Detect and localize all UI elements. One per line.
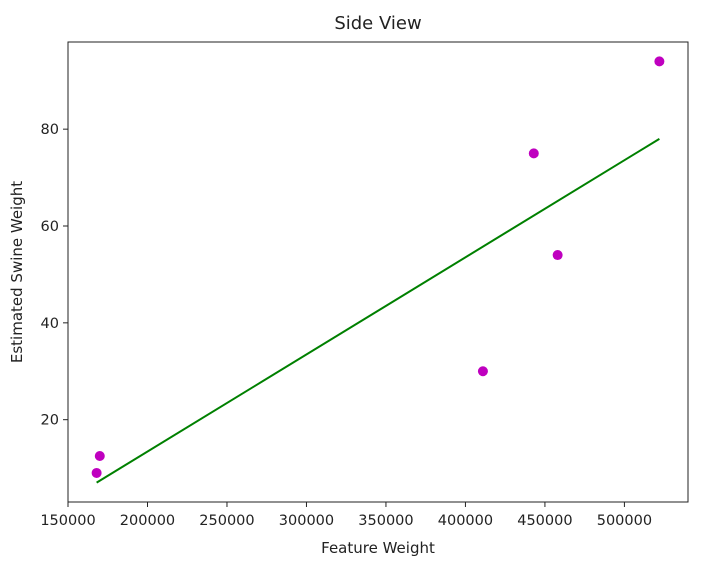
y-tick-label: 60: [41, 219, 59, 235]
data-point: [552, 250, 563, 261]
regression-line: [96, 137, 660, 484]
y-tick-label: 20: [41, 413, 59, 429]
plot-area: [91, 56, 665, 484]
plot-frame: [67, 41, 689, 503]
x-tick-label: 300000: [279, 513, 334, 529]
y-axis-label: Estimated Swine Weight: [8, 181, 26, 363]
data-point: [477, 366, 488, 377]
data-point: [91, 467, 102, 478]
data-point: [94, 451, 105, 461]
y-tick-label: 80: [41, 122, 59, 138]
x-tick-label: 250000: [199, 513, 254, 529]
data-point: [654, 56, 665, 67]
y-axis-ticks: 20 40 60 80: [41, 122, 68, 429]
chart-title: Side View: [334, 13, 421, 34]
x-tick-label: 500000: [597, 513, 652, 529]
x-tick-label: 200000: [120, 513, 175, 529]
x-tick-label: 350000: [358, 513, 413, 529]
x-axis-label: Feature Weight: [321, 539, 435, 557]
y-tick-label: 40: [41, 316, 59, 332]
x-axis-ticks: 150000 200000 250000 300000 350000 400000 4500…: [40, 502, 652, 529]
data-point: [528, 148, 539, 159]
x-tick-label: 150000: [40, 513, 95, 529]
x-tick-label: 400000: [438, 513, 493, 529]
x-tick-label: 450000: [517, 513, 572, 529]
